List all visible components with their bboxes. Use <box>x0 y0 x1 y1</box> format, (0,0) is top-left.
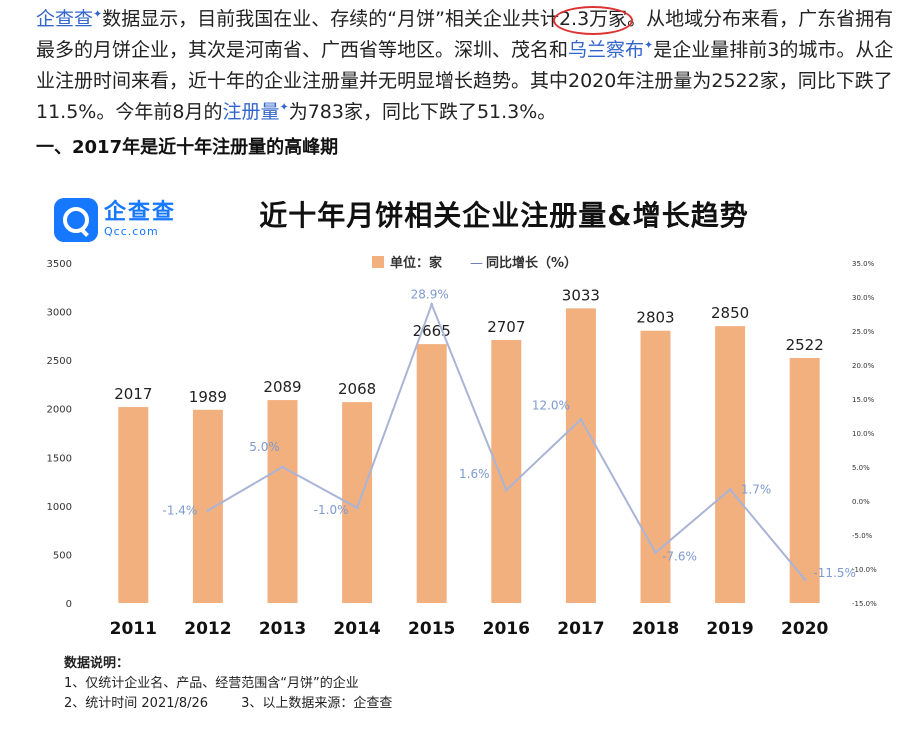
bar <box>491 340 522 603</box>
x-tick-label: 2011 <box>110 619 157 639</box>
growth-point <box>654 551 657 555</box>
growth-point <box>803 577 807 581</box>
registration-link[interactable]: 注册量 <box>222 101 280 123</box>
growth-point <box>355 506 359 510</box>
y-right-tick-label: 35.0% <box>852 260 875 268</box>
legend-line-swatch: — <box>470 256 483 271</box>
y-right-tick-label: -15.0% <box>852 600 877 608</box>
article-text-4: 为783家，同比下跌了51.3%。 <box>288 101 557 123</box>
star-icon: ✦ <box>279 100 289 114</box>
bar-value-label: 2017 <box>114 385 152 403</box>
growth-point <box>504 488 508 492</box>
y-left-tick-label: 3000 <box>47 308 72 319</box>
chart-image: 0 500 1000 1500 2000 2500 3000 3500 -15.0% -10.0%… <box>34 178 886 738</box>
bar <box>565 308 596 603</box>
growth-label: 1.7% <box>741 482 772 496</box>
y-left-tick-label: 2500 <box>47 356 72 367</box>
x-tick-label: 2013 <box>259 619 306 639</box>
bar-value-label: 2522 <box>786 336 824 354</box>
x-tick-label: 2018 <box>632 619 679 639</box>
y-right-tick-label: 20.0% <box>852 362 875 370</box>
y-left-tick-label: 1000 <box>47 502 72 513</box>
bar <box>640 330 671 603</box>
bar <box>715 326 746 603</box>
chart-title: 近十年月饼相关企业注册量&增长趋势 <box>259 199 749 232</box>
growth-point <box>281 465 284 469</box>
x-tick-label: 2016 <box>483 619 530 639</box>
y-right-tick-label: 25.0% <box>852 328 875 336</box>
y-right-tick-label: 30.0% <box>852 294 875 302</box>
legend-bar-label: 单位：家 <box>390 255 443 271</box>
bar <box>267 400 298 603</box>
legend-line-label: 同比增长（%） <box>486 255 577 271</box>
data-notes: 数据说明： 1、仅统计企业名、产品、经营范围含“月饼”的企业 2、统计时间 20… <box>64 654 392 714</box>
bar-value-label: 2803 <box>636 309 674 327</box>
x-tick-label: 2015 <box>408 619 455 639</box>
article-paragraph: 企查查✦数据显示，目前我国在业、存续的“月饼”相关企业共计2.3万家。从地域分布… <box>36 4 896 128</box>
growth-label: -7.6% <box>662 550 697 564</box>
qcc-logo-icon <box>54 198 98 242</box>
growth-label: 1.6% <box>459 467 490 481</box>
growth-point <box>728 487 732 491</box>
legend-bar-swatch <box>372 256 384 268</box>
y-right-tick-label: 0.0% <box>852 498 870 506</box>
section-heading: 一、2017年是近十年注册量的高峰期 <box>36 137 339 158</box>
y-right-tick-label: 15.0% <box>852 396 875 404</box>
logo-name: 企查查 <box>104 200 177 225</box>
y-right-tick-label: 5.0% <box>852 464 870 472</box>
y-right-tick-label: -10.0% <box>852 566 877 574</box>
y-left-tick-label: 2000 <box>47 405 72 416</box>
y-right-tick-label: -5.0% <box>852 532 873 540</box>
star-icon: ✦ <box>93 7 103 21</box>
bar-value-label: 2850 <box>711 304 749 322</box>
growth-point <box>430 302 434 306</box>
x-tick-label: 2012 <box>184 619 231 639</box>
bar-value-label: 1989 <box>189 388 227 406</box>
x-tick-label: 2019 <box>706 619 753 639</box>
article-text: 企查查✦数据显示，目前我国在业、存续的“月饼”相关企业共计2.3万家。从地域分布… <box>36 4 896 128</box>
bar-value-label: 2707 <box>487 318 525 336</box>
bar <box>118 407 149 603</box>
place-link[interactable]: 乌兰察布 <box>568 39 645 61</box>
bar-value-label: 3033 <box>562 286 600 304</box>
article-text-2: 。从地域分布来看，广东省拥有最多的月饼企业，其次是河南省、广西省等地区。深圳、茂… <box>36 8 894 61</box>
article-text-3: 是企业量排前3的城市。从企业注册时间来看，近十年的企业注册量并无明显增长趋势。其… <box>36 39 894 123</box>
growth-label: 28.9% <box>411 287 449 301</box>
y-left-tick-label: 500 <box>53 550 72 561</box>
notes-line-2: 2、统计时间 2021/8/26 3、以上数据来源：企查查 <box>64 696 393 711</box>
highlight-value: 2.3万家 <box>552 4 634 35</box>
growth-label: 5.0% <box>249 440 280 454</box>
x-tick-label: 2017 <box>557 619 604 639</box>
logo-domain: Qcc.com <box>104 225 159 238</box>
brand-link[interactable]: 企查查 <box>36 8 94 30</box>
y-left-tick-label: 0 <box>66 599 72 610</box>
growth-point <box>206 509 210 513</box>
bar <box>416 344 447 603</box>
growth-label: -1.0% <box>314 503 349 517</box>
y-left-tick-label: 1500 <box>47 453 72 464</box>
qcc-logo: 企查查 Qcc.com <box>54 198 176 242</box>
bar-value-label: 2089 <box>263 378 301 396</box>
chart-svg: 0 500 1000 1500 2000 2500 3000 3500 -15.0% -10.0%… <box>47 255 878 639</box>
y-right-tick-label: 10.0% <box>852 430 875 438</box>
growth-point <box>579 417 583 421</box>
growth-label: -11.5% <box>813 566 855 580</box>
bar <box>789 358 820 603</box>
bar <box>192 409 223 603</box>
star-icon: ✦ <box>644 38 654 52</box>
notes-title: 数据说明： <box>64 656 130 671</box>
y-left-tick-label: 3500 <box>47 259 72 270</box>
x-tick-label: 2014 <box>333 619 380 639</box>
notes-line-1: 1、仅统计企业名、产品、经营范围含“月饼”的企业 <box>64 676 359 691</box>
growth-label: 12.0% <box>532 398 570 412</box>
article-text-1: 数据显示，目前我国在业、存续的“月饼”相关企业共计 <box>102 8 559 30</box>
bar-value-label: 2068 <box>338 380 376 398</box>
x-tick-label: 2020 <box>781 619 828 639</box>
growth-label: -1.4% <box>162 504 197 518</box>
